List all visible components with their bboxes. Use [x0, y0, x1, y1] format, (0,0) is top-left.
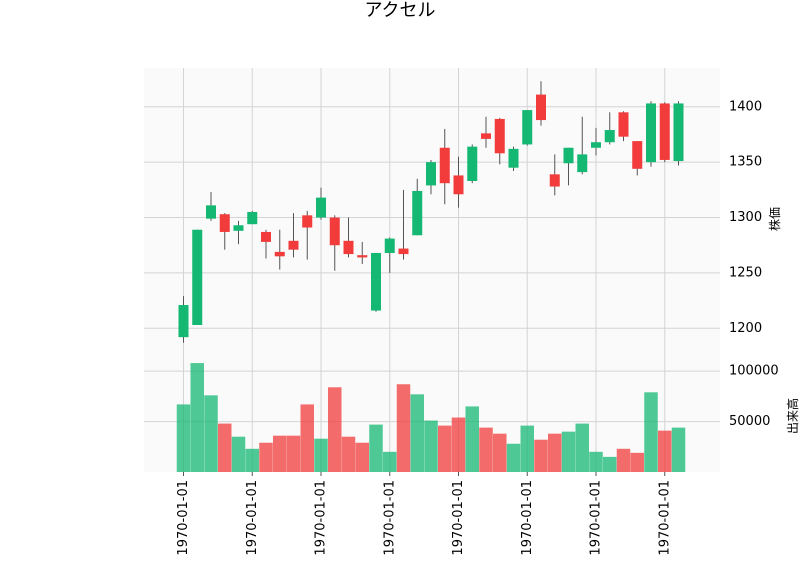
candle-body-down [274, 251, 285, 257]
x-tick-label: 1970-01-01 [451, 480, 466, 556]
candle-body-up [206, 205, 216, 219]
volume-tick-label: 50000 [729, 414, 770, 429]
candle-body-down [659, 103, 670, 160]
candle-body-down [398, 248, 409, 255]
volume-bar-up [314, 438, 328, 472]
volume-bar-down [218, 423, 232, 472]
candle-body-down [329, 217, 340, 246]
candle-body-down [618, 112, 629, 137]
volume-bar-down [548, 433, 562, 472]
x-tick-label: 1970-01-01 [314, 480, 329, 556]
candle-body-up [591, 142, 601, 148]
candle-body-up [316, 197, 326, 218]
volume-bar-up [424, 420, 438, 472]
candle-body-up [371, 252, 381, 311]
price-tick-label: 1350 [729, 155, 762, 170]
candle-body-down [549, 174, 560, 187]
candle-body-down [481, 133, 491, 139]
volume-bar-down [451, 417, 466, 472]
volume-bar-up [644, 392, 658, 472]
volume-bar-up [603, 456, 617, 472]
volume-bar-up [561, 431, 576, 472]
volume-bar-up [465, 406, 479, 472]
volume-tick-label: 100000 [729, 364, 779, 379]
tick-labels: 1970-01-01 1970-01-01 1970-01-01 1970-01-01… [176, 99, 779, 555]
x-tick-label: 1970-01-01 [657, 480, 672, 556]
volume-bar-up [506, 443, 521, 472]
volume-bar-up [383, 451, 397, 472]
chart-title: アクセル [364, 0, 436, 21]
volume-bar-down [396, 384, 411, 472]
candle-bodies [178, 94, 684, 338]
volume-bar-down [259, 442, 273, 472]
volume-bar-up [520, 425, 534, 472]
candle-body-down [219, 214, 230, 232]
candle-body-down [494, 118, 505, 154]
volume-bar-up [190, 363, 204, 472]
volume-bar-up [671, 427, 686, 472]
candle-body-down [536, 94, 546, 121]
x-tick-label: 1970-01-01 [245, 480, 260, 556]
volume-axis-label: 出来高 [785, 398, 800, 434]
candle-body-up [563, 147, 574, 164]
volume-bar-up [575, 423, 589, 472]
candle-body-up [577, 154, 588, 173]
candle-body-down [343, 240, 354, 255]
candle-body-up [426, 162, 436, 186]
volume-bar-down [341, 436, 356, 472]
price-tick-label: 1400 [729, 99, 762, 114]
volume-bar-up [410, 394, 424, 472]
volume-bar-down [286, 435, 301, 472]
volume-bars [176, 363, 686, 472]
volume-bar-up [231, 436, 246, 472]
price-tick-label: 1300 [729, 210, 762, 225]
volume-bar-up [369, 424, 383, 472]
x-tick-label: 1970-01-01 [382, 480, 397, 556]
volume-bar-down [616, 448, 631, 472]
volume-bar-down [438, 425, 452, 472]
candle-body-up [233, 225, 244, 231]
candle-body-down [439, 147, 450, 184]
volume-bar-up [245, 448, 259, 472]
volume-bar-down [273, 435, 287, 472]
candle-body-up [604, 130, 615, 143]
candle-body-up [508, 148, 519, 168]
candle-body-up [467, 146, 478, 181]
candle-body-up [522, 110, 533, 145]
price-panel-background [144, 68, 720, 356]
volume-bar-down [355, 442, 369, 472]
x-tick-label: 1970-01-01 [176, 480, 191, 556]
volume-bar-down [479, 427, 493, 472]
candle-body-down [288, 240, 299, 250]
volume-bar-up [176, 404, 191, 472]
volume-bar-down [300, 404, 314, 472]
candle-body-up [412, 190, 423, 236]
candle-body-down [261, 231, 271, 242]
candle-body-up [247, 212, 258, 225]
volume-bar-down [534, 439, 548, 472]
candle-body-up [673, 103, 684, 162]
volume-bar-down [328, 387, 342, 472]
volume-bar-down [630, 452, 644, 472]
candle-body-up [178, 305, 189, 338]
price-tick-label: 1200 [729, 321, 762, 336]
volume-bar-down [658, 430, 672, 472]
candle-body-down [302, 215, 313, 228]
price-tick-label: 1250 [729, 265, 762, 280]
volume-bar-down [493, 433, 507, 472]
price-axis-label: 株価 [767, 207, 782, 231]
candle-body-down [357, 255, 368, 258]
volume-bar-up [589, 451, 603, 472]
candle-body-down [453, 175, 464, 195]
candle-body-up [384, 238, 395, 253]
candle-body-up [192, 229, 203, 325]
candle-body-down [632, 141, 643, 169]
volume-bar-up [204, 395, 218, 472]
candle-body-up [646, 103, 656, 163]
x-tick-label: 1970-01-01 [589, 480, 604, 556]
x-tick-label: 1970-01-01 [520, 480, 535, 556]
